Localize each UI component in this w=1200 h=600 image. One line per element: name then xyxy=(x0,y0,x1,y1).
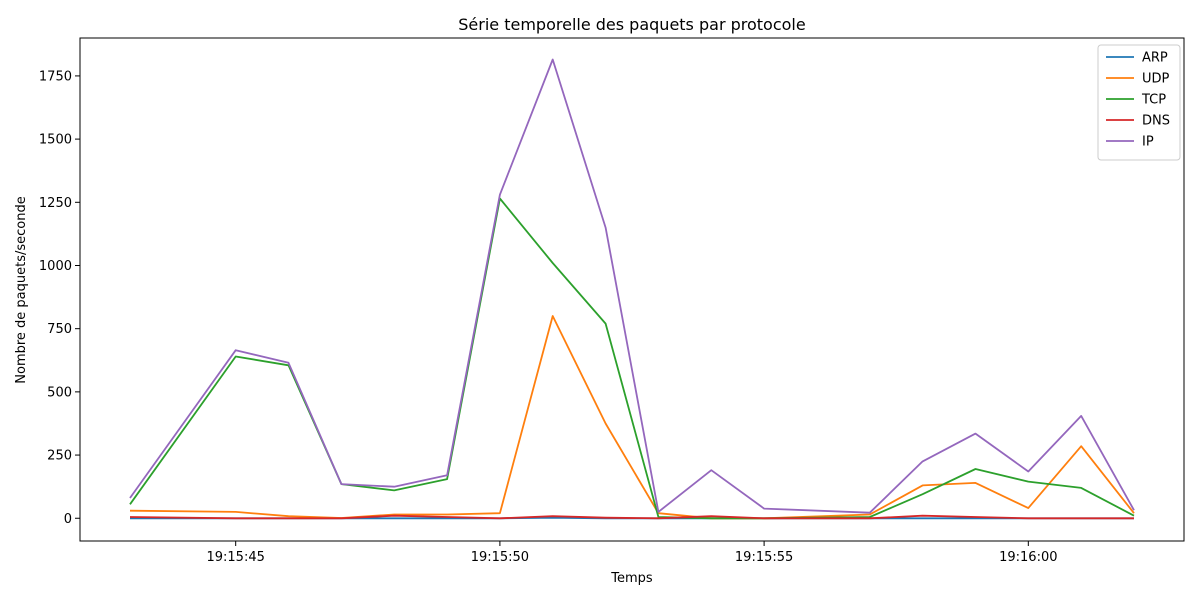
series-layer xyxy=(129,58,1135,520)
plot-frame xyxy=(79,37,1185,542)
x-tick-label: 19:15:45 xyxy=(206,550,264,565)
legend-label-ip: IP xyxy=(1142,135,1154,150)
x-tick-label: 19:15:55 xyxy=(735,550,793,565)
y-axis-title: Nombre de paquets/seconde xyxy=(14,196,29,383)
x-tick-label: 19:16:00 xyxy=(999,550,1057,565)
legend-box xyxy=(1097,44,1181,161)
chart-title: Série temporelle des paquets par protoco… xyxy=(458,15,805,34)
legend-label-tcp: TCP xyxy=(1141,93,1166,108)
y-tick-label: 750 xyxy=(47,322,72,337)
series-line-ip xyxy=(129,58,1135,514)
legend-label-dns: DNS xyxy=(1142,114,1170,129)
legend: ARP UDP TCP DNS IP xyxy=(1097,44,1181,161)
legend-label-udp: UDP xyxy=(1142,72,1170,87)
series-line-tcp xyxy=(129,197,1135,520)
y-tick-label: 250 xyxy=(47,449,72,464)
x-axis: 19:15:45 19:15:50 19:15:55 19:16:00 xyxy=(206,541,1058,565)
x-axis-title: Temps xyxy=(610,571,653,586)
series-line-dns xyxy=(129,514,1134,520)
legend-label-arp: ARP xyxy=(1142,51,1168,66)
y-tick-label: 1000 xyxy=(39,259,72,274)
y-tick-label: 1750 xyxy=(39,69,72,84)
y-tick-label: 0 xyxy=(64,512,72,527)
y-axis: 0 250 500 750 1000 1250 1500 1750 xyxy=(39,69,80,527)
y-tick-label: 1500 xyxy=(39,133,72,148)
y-tick-label: 500 xyxy=(47,385,72,400)
x-tick-label: 19:15:50 xyxy=(471,550,529,565)
y-tick-label: 1250 xyxy=(39,196,72,211)
